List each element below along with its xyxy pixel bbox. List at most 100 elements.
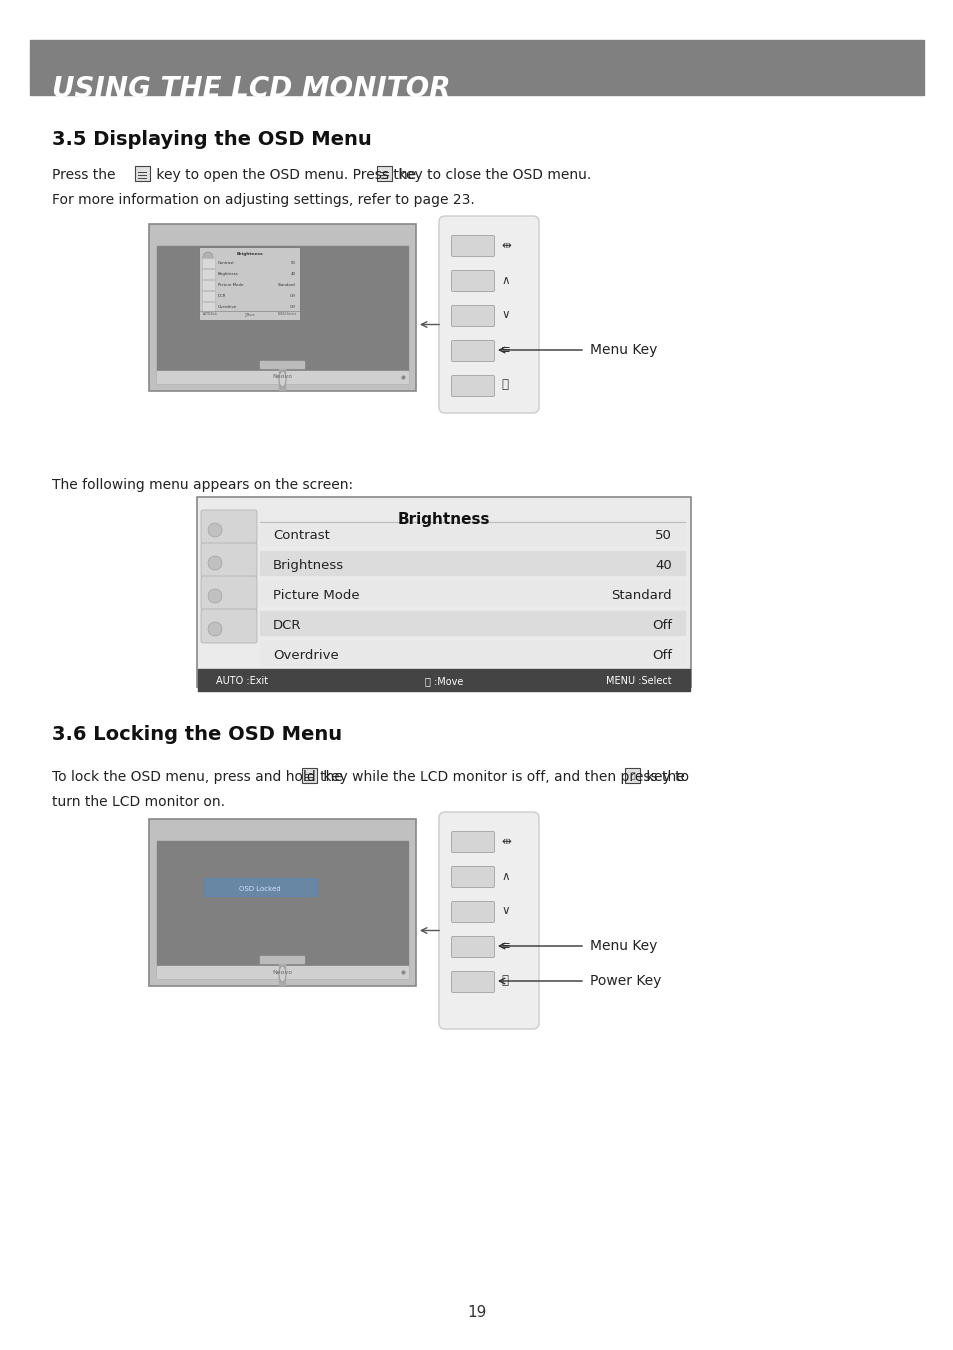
Text: 40: 40 xyxy=(655,559,671,572)
Text: ⬜ :Move: ⬜ :Move xyxy=(424,676,463,686)
Text: key to: key to xyxy=(641,769,688,784)
FancyBboxPatch shape xyxy=(202,270,215,279)
Text: Contrast: Contrast xyxy=(218,261,234,265)
Text: ⬜:Move: ⬜:Move xyxy=(244,312,255,316)
Text: Brightness: Brightness xyxy=(236,252,263,256)
Text: To lock the OSD menu, press and hold the: To lock the OSD menu, press and hold the xyxy=(52,769,347,784)
FancyBboxPatch shape xyxy=(199,247,300,320)
Text: Brightness: Brightness xyxy=(273,559,344,572)
Text: ∨: ∨ xyxy=(500,904,509,918)
FancyBboxPatch shape xyxy=(201,609,256,643)
FancyBboxPatch shape xyxy=(202,292,215,301)
Text: ⏻: ⏻ xyxy=(500,975,507,987)
Text: 40: 40 xyxy=(291,271,295,275)
FancyBboxPatch shape xyxy=(451,235,494,256)
FancyBboxPatch shape xyxy=(451,937,494,957)
FancyBboxPatch shape xyxy=(451,832,494,852)
Text: Picture Mode: Picture Mode xyxy=(218,284,243,288)
Text: ⏻: ⏻ xyxy=(630,771,634,780)
Text: 3.5 Displaying the OSD Menu: 3.5 Displaying the OSD Menu xyxy=(52,130,372,148)
Bar xyxy=(198,670,689,691)
Text: AUTO:Exit: AUTO:Exit xyxy=(203,312,217,316)
Bar xyxy=(279,963,285,986)
Text: Brightness: Brightness xyxy=(218,271,238,275)
Text: ≡: ≡ xyxy=(500,343,511,356)
Text: Off: Off xyxy=(651,620,671,632)
FancyBboxPatch shape xyxy=(149,819,416,986)
FancyBboxPatch shape xyxy=(202,302,215,312)
Bar xyxy=(157,967,408,977)
Text: DCR: DCR xyxy=(218,294,226,298)
Text: turn the LCD monitor on.: turn the LCD monitor on. xyxy=(52,795,225,809)
Text: Neovo: Neovo xyxy=(273,969,293,975)
Text: 3.6 Locking the OSD Menu: 3.6 Locking the OSD Menu xyxy=(52,725,342,744)
Text: Brightness: Brightness xyxy=(397,512,490,526)
FancyBboxPatch shape xyxy=(201,543,256,576)
FancyBboxPatch shape xyxy=(196,497,690,687)
Text: DCR: DCR xyxy=(273,620,301,632)
Bar xyxy=(260,612,684,634)
Text: OSD Locked: OSD Locked xyxy=(239,886,280,892)
Text: Contrast: Contrast xyxy=(273,529,330,541)
Text: Overdrive: Overdrive xyxy=(273,649,338,662)
Ellipse shape xyxy=(208,589,222,603)
Text: 50: 50 xyxy=(291,261,295,265)
Text: 50: 50 xyxy=(655,529,671,541)
Text: ∧: ∧ xyxy=(500,274,509,286)
Bar xyxy=(260,580,684,605)
Bar xyxy=(260,521,684,545)
FancyBboxPatch shape xyxy=(451,270,494,292)
Bar xyxy=(157,246,408,383)
Text: Power Key: Power Key xyxy=(589,973,660,988)
FancyBboxPatch shape xyxy=(149,224,416,392)
Text: 19: 19 xyxy=(467,1305,486,1320)
Bar xyxy=(157,371,408,383)
Text: Off: Off xyxy=(651,649,671,662)
Text: key to close the OSD menu.: key to close the OSD menu. xyxy=(394,167,591,182)
FancyBboxPatch shape xyxy=(202,258,215,269)
Text: ⇹: ⇹ xyxy=(500,239,511,251)
Text: The following menu appears on the screen:: The following menu appears on the screen… xyxy=(52,478,353,491)
Text: Off: Off xyxy=(290,294,295,298)
FancyBboxPatch shape xyxy=(376,166,392,181)
Bar xyxy=(279,369,285,390)
Text: key while the LCD monitor is off, and then press the: key while the LCD monitor is off, and th… xyxy=(318,769,688,784)
Text: MENU:Select: MENU:Select xyxy=(277,312,296,316)
Text: ⇹: ⇹ xyxy=(500,834,511,848)
Text: AUTO :Exit: AUTO :Exit xyxy=(215,676,268,686)
Ellipse shape xyxy=(208,522,222,537)
Text: key to open the OSD menu. Press the: key to open the OSD menu. Press the xyxy=(152,167,420,182)
FancyBboxPatch shape xyxy=(204,878,315,896)
Text: USING THE LCD MONITOR: USING THE LCD MONITOR xyxy=(52,76,450,103)
Bar xyxy=(157,841,408,977)
Ellipse shape xyxy=(208,622,222,636)
FancyBboxPatch shape xyxy=(451,375,494,397)
Bar xyxy=(260,956,304,963)
FancyBboxPatch shape xyxy=(451,972,494,992)
Text: Overdrive: Overdrive xyxy=(218,305,237,309)
Text: ≡: ≡ xyxy=(500,940,511,953)
FancyBboxPatch shape xyxy=(451,305,494,327)
FancyBboxPatch shape xyxy=(438,216,538,413)
Text: For more information on adjusting settings, refer to page 23.: For more information on adjusting settin… xyxy=(52,193,475,207)
FancyBboxPatch shape xyxy=(438,811,538,1029)
FancyBboxPatch shape xyxy=(201,510,256,544)
FancyBboxPatch shape xyxy=(451,867,494,887)
Text: Off: Off xyxy=(290,305,295,309)
Ellipse shape xyxy=(203,252,213,262)
Text: ∨: ∨ xyxy=(500,309,509,321)
Text: Picture Mode: Picture Mode xyxy=(273,589,359,602)
Text: Standard: Standard xyxy=(278,284,295,288)
Bar xyxy=(260,641,684,666)
Bar xyxy=(30,40,923,94)
Ellipse shape xyxy=(278,371,286,387)
FancyBboxPatch shape xyxy=(624,768,639,783)
FancyBboxPatch shape xyxy=(135,166,150,181)
FancyBboxPatch shape xyxy=(302,768,316,783)
Bar xyxy=(260,551,684,575)
Text: ∧: ∧ xyxy=(500,869,509,883)
FancyBboxPatch shape xyxy=(202,281,215,290)
Ellipse shape xyxy=(208,556,222,570)
Text: Menu Key: Menu Key xyxy=(589,940,657,953)
Text: Menu Key: Menu Key xyxy=(589,343,657,356)
